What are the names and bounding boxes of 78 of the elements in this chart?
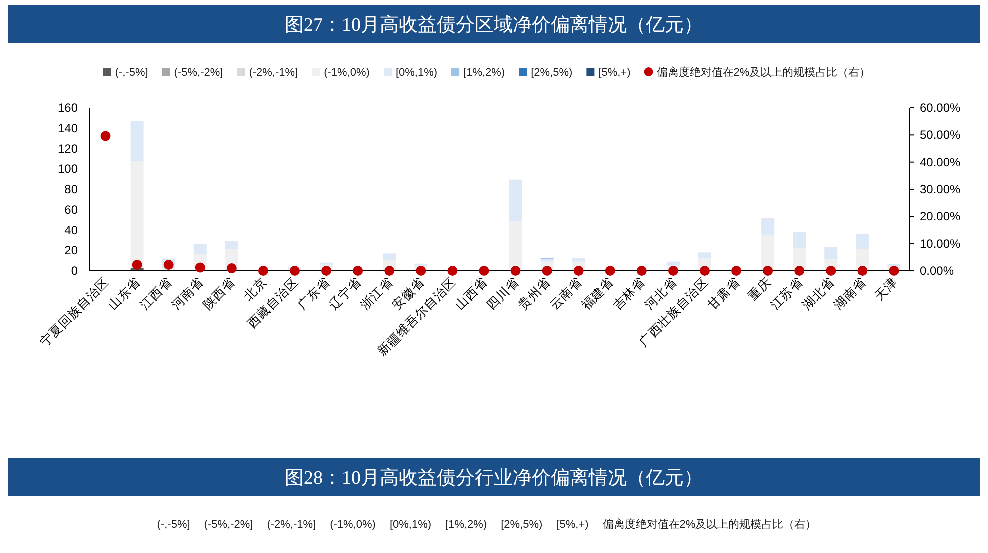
- point: [290, 266, 300, 276]
- point: [826, 266, 836, 276]
- bar: [856, 234, 870, 249]
- bar: [130, 161, 144, 268]
- legend-label: (-5%,-2%]: [174, 67, 224, 79]
- bar: [509, 180, 522, 222]
- point: [636, 266, 647, 276]
- point: [605, 266, 616, 276]
- bar: [793, 232, 806, 248]
- y-tick-label: 40: [64, 223, 78, 238]
- y-tick-label: 0: [71, 264, 78, 278]
- y2-tick-label: 50.00%: [920, 128, 962, 142]
- y-tick-label: 80: [64, 182, 78, 196]
- legend-label: (-2%,-1%]: [249, 67, 298, 79]
- point: [700, 266, 710, 276]
- point: [226, 264, 237, 274]
- bar: [540, 259, 554, 262]
- bar: [666, 262, 680, 266]
- bar: [130, 121, 144, 162]
- point: [164, 260, 174, 270]
- bar: [762, 218, 775, 235]
- point: [510, 266, 521, 276]
- text: (-2%,-1%]: [267, 519, 316, 531]
- y2-tick-label: 10.00%: [920, 236, 962, 251]
- point: [794, 266, 805, 276]
- point: [732, 266, 742, 276]
- y-tick-label: 140: [58, 121, 78, 136]
- point: [384, 266, 395, 276]
- bar: [509, 222, 522, 271]
- point: [479, 266, 490, 276]
- point: [858, 266, 868, 276]
- text: 图28：10月高收益债分行业净价偏离情况（亿元）: [285, 467, 703, 489]
- bar: [383, 254, 396, 260]
- y2-tick-label: 30.00%: [920, 182, 962, 196]
- bar: [225, 242, 238, 249]
- legend-label: (-1%,0%): [324, 67, 370, 79]
- legend-label: [5%,+): [598, 67, 631, 79]
- point: [132, 260, 142, 270]
- point: [542, 266, 552, 276]
- legend-label: [1%,2%): [464, 67, 506, 79]
- point: [763, 266, 774, 276]
- point: [416, 266, 426, 276]
- point: [889, 266, 900, 276]
- point: [353, 266, 364, 276]
- y-tick-label: 120: [58, 142, 78, 156]
- legend-label: [0%,1%): [396, 67, 438, 79]
- y2-tick-label: 40.00%: [920, 155, 962, 170]
- text: [0%,1%): [390, 519, 432, 531]
- point: [258, 266, 268, 276]
- point: [668, 266, 678, 276]
- text: [1%,2%): [446, 519, 488, 531]
- point: [322, 266, 332, 276]
- text: 偏离度绝对值在2%及以上的规模占比（右）: [602, 518, 817, 531]
- legend-label: (-,-5%]: [115, 67, 148, 79]
- chart-title: 图27：10月高收益债分区域净价偏离情况（亿元）: [285, 14, 703, 36]
- y-tick-label: 20: [64, 244, 78, 258]
- text: [5%,+): [556, 519, 589, 531]
- text: (-1%,0%): [330, 519, 376, 531]
- legend-label: 偏离度绝对值在2%及以上的规模占比（右）: [656, 66, 871, 79]
- bar: [698, 252, 712, 258]
- point: [574, 266, 584, 276]
- point: [100, 131, 111, 142]
- text: (-5%,-2%]: [204, 519, 254, 531]
- x-tick-label: 天津: [872, 275, 900, 304]
- text: (-,-5%]: [157, 519, 190, 531]
- y-tick-label: 100: [58, 162, 78, 176]
- y-tick-label: 60: [64, 202, 78, 217]
- legend-label: [2%,5%): [531, 67, 573, 79]
- y2-tick-label: 20.00%: [920, 210, 962, 224]
- text: [2%,5%): [501, 519, 543, 531]
- bar: [824, 246, 838, 259]
- bar: [762, 234, 775, 271]
- y2-tick-label: 0.00%: [920, 264, 954, 278]
- y-tick-label: 160: [58, 101, 78, 115]
- y2-tick-label: 60.00%: [920, 101, 962, 115]
- bar: [194, 244, 207, 254]
- bar: [888, 264, 901, 267]
- point: [448, 266, 458, 276]
